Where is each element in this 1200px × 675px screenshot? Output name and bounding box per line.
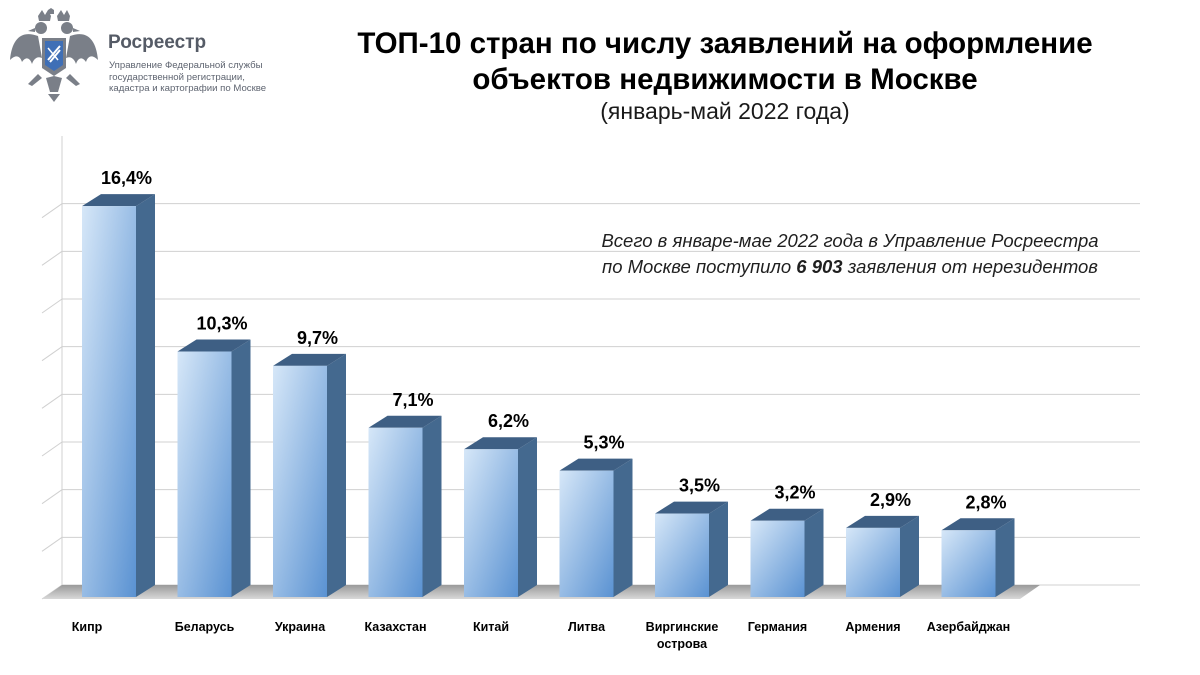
bar-front: [941, 530, 996, 597]
bar: [368, 415, 442, 597]
bar: [559, 458, 633, 597]
bar: [464, 437, 537, 597]
category-label: Армения: [845, 620, 900, 634]
grid-line-side: [41, 393, 63, 409]
grid-line-side: [41, 441, 63, 457]
category-label: Азербайджан: [927, 620, 1010, 634]
data-label: 10,3%: [196, 314, 247, 334]
data-label: 7,1%: [392, 390, 433, 410]
bar-top: [941, 518, 1015, 531]
bar-top: [82, 194, 155, 207]
data-label: 2,8%: [965, 492, 1006, 512]
bar-front: [750, 520, 805, 597]
org-subtitle-line: Управление Федеральной службы: [109, 60, 263, 71]
data-label: 3,5%: [679, 476, 720, 496]
bar-top: [846, 515, 919, 528]
category-label: Виргинские: [646, 620, 719, 634]
chart-labels: 16,4% Кипр 10,3% Беларусь 9,7% Украина 7,1% Каз…: [72, 168, 1010, 651]
chart-title: ТОП-10 стран по числу заявлений на оформ…: [310, 26, 1140, 98]
bar-side: [231, 339, 251, 597]
grid-line-side: [41, 203, 63, 219]
category-label: Казахстан: [364, 620, 426, 634]
note-line-1: Всего в январе-мае 2022 года в Управлени…: [601, 230, 1099, 251]
total-note: Всего в январе-мае 2022 года в Управлени…: [560, 228, 1140, 280]
bar-side: [995, 518, 1015, 597]
org-subtitle-line: государственной регистрации,: [109, 71, 245, 83]
org-subtitle: Управление Федеральной службы государств…: [109, 60, 266, 95]
org-name: Росреестр: [108, 32, 207, 53]
category-label: Украина: [275, 620, 326, 634]
chart-title-line: объектов недвижимости в Москве: [472, 63, 978, 96]
data-label: 3,2%: [774, 483, 815, 503]
data-label: 2,9%: [870, 490, 911, 510]
bar-side: [900, 515, 919, 597]
logo-block: Росреестр Управление Федеральной службы …: [8, 8, 288, 108]
org-subtitle-line: кадастра и картографии по Москве: [109, 83, 267, 94]
bar-side: [136, 194, 155, 597]
category-label: Литва: [568, 620, 606, 634]
total-count: 6 903: [796, 256, 843, 277]
bar-side: [613, 458, 633, 597]
eagle-emblem-icon: [10, 8, 98, 102]
category-label: Кипр: [72, 620, 103, 634]
bar-top: [177, 339, 251, 352]
bar-front: [846, 527, 900, 597]
bar: [846, 515, 919, 597]
category-label: Германия: [748, 620, 807, 634]
category-label: Китай: [473, 620, 509, 634]
grid-line-side: [41, 489, 63, 505]
note-line-3: заявления от нерезидентов: [847, 256, 1098, 277]
data-label: 5,3%: [583, 433, 624, 453]
data-label: 16,4%: [101, 168, 152, 188]
bar: [82, 194, 155, 597]
chart-subtitle: (январь-май 2022 года): [600, 98, 850, 124]
bar-front: [273, 365, 327, 597]
bar-top: [559, 458, 633, 471]
bar-front: [464, 449, 518, 597]
bar-side: [518, 437, 537, 597]
bar-side: [422, 415, 442, 597]
bar: [750, 508, 824, 597]
grid-line-side: [41, 536, 63, 552]
data-label: 9,7%: [297, 328, 338, 348]
note-line-2: по Москве поступило: [602, 256, 792, 277]
category-label: острова: [657, 637, 708, 651]
bar-front: [368, 427, 423, 597]
bar-side: [327, 353, 346, 597]
bar: [273, 353, 346, 597]
data-label: 6,2%: [488, 411, 529, 431]
bar-front: [177, 351, 232, 597]
chart-title-line: ТОП-10 стран по числу заявлений на оформ…: [357, 27, 1093, 60]
bar-top: [464, 437, 537, 450]
bar-side: [709, 501, 728, 597]
bar-front: [559, 470, 614, 597]
bar-top: [750, 508, 824, 521]
bar-front: [82, 206, 136, 597]
bar: [177, 339, 251, 597]
bar-top: [655, 501, 728, 514]
bar-top: [273, 353, 346, 366]
bar-front: [655, 513, 709, 597]
bar-top: [368, 415, 442, 428]
bar: [655, 501, 728, 597]
grid-line-side: [41, 298, 63, 314]
bar-side: [804, 508, 824, 597]
bar: [941, 518, 1015, 597]
category-label: Беларусь: [175, 620, 235, 634]
grid-line-side: [41, 346, 63, 362]
grid-line-side: [41, 250, 63, 266]
chart-bars: [82, 194, 1015, 597]
